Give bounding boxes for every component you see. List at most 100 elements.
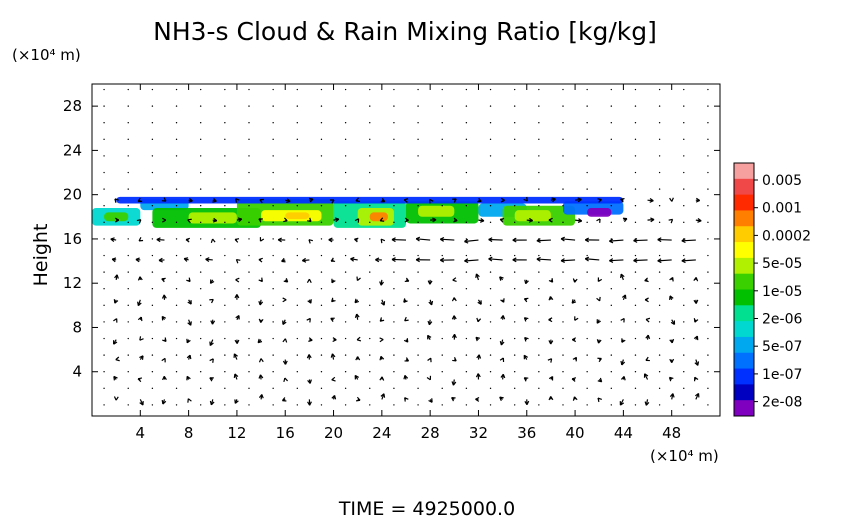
wind-arrowhead [427,280,433,285]
wind-arrowhead [234,339,240,344]
wind-arrowhead [584,237,590,243]
wind-arrowhead [644,401,650,406]
grid-dot [538,254,540,257]
wind-arrowhead [571,337,577,343]
wind-arrow [561,259,576,262]
grid-dot [513,205,516,207]
grid-dot [151,321,154,323]
grid-dot [344,271,347,273]
grid-dot [344,138,347,141]
grid-dot [344,404,347,406]
grid-dot [586,304,588,307]
grid-dot [296,304,299,307]
colorbar-swatch [734,384,754,401]
grid-dot [658,105,661,107]
wind-arrowhead [523,317,529,322]
wind-arrowhead [331,376,336,382]
grid-dot [369,321,371,323]
wind-arrowhead [548,296,554,301]
wind-arrow [561,238,576,241]
grid-dot [272,271,274,273]
wind-arrowhead [307,217,312,223]
wind-arrowhead [113,396,119,401]
grid-dot [465,122,468,124]
colorbar-label: 2e-08 [762,395,802,411]
wind-arrowhead [329,199,335,204]
grid-dot [683,288,685,290]
grid-dot [248,321,250,323]
grid-dot [683,138,685,141]
wind-arrowhead [281,257,286,263]
grid-dot [175,354,178,356]
grid-dot [369,155,371,157]
wind-arrow [633,239,648,242]
y-tick-label: 20 [63,186,82,204]
wind-arrowhead [162,217,167,223]
wind-arrowhead [548,278,554,283]
wind-arrowhead [403,374,409,380]
grid-dot [320,321,323,323]
grid-dot [175,171,178,174]
grid-dot [175,221,178,224]
grid-dot [127,88,129,91]
wind-arrowhead [308,239,313,244]
grid-dot [103,254,105,257]
grid-dot [151,288,154,290]
grid-dot [683,188,685,190]
wind-arrowhead [548,340,554,345]
grid-dot [634,337,637,340]
grid-dot [393,288,395,290]
wind-arrowhead [500,373,506,379]
grid-dot [199,138,202,141]
grid-dot [707,337,709,340]
wind-arrowhead [161,197,167,202]
wind-arrowhead [597,377,603,383]
grid-dot [272,404,274,406]
grid-dot [417,205,419,207]
grid-dot [296,337,299,340]
x-tick-label: 48 [662,424,681,442]
wind-arrowhead [258,318,264,323]
wind-arrow [464,259,479,262]
grid-dot [344,171,347,174]
grid-dot [489,371,492,373]
grid-dot [320,254,323,257]
grid-dot [224,254,226,257]
grid-dot [417,321,419,323]
wind-arrowhead [596,339,602,344]
grid-dot [393,205,395,207]
grid-dot [707,105,709,107]
grid-dot [369,288,371,290]
wind-arrowhead [523,377,529,382]
wind-arrowhead [354,298,360,304]
grid-dot [513,371,516,373]
grid-dot [707,238,709,240]
wind-arrowhead [158,257,163,263]
grid-dot [465,404,468,406]
grid-dot [586,221,588,224]
x-tick-label: 12 [227,424,246,442]
grid-dot [175,304,178,307]
grid-dot [441,404,443,406]
grid-dot [199,205,202,207]
wind-arrowhead [523,297,529,303]
grid-dot [175,337,178,340]
cloud-patch [188,212,237,224]
grid-dot [344,337,347,340]
grid-dot [683,387,685,390]
colorbar-swatch [734,163,754,180]
y-tick-label: 12 [63,274,82,292]
grid-dot [634,105,637,107]
grid-dot [417,337,419,340]
wind-arrowhead [258,300,264,306]
grid-dot [369,221,371,224]
wind-arrowhead [551,197,556,203]
wind-arrowhead [477,197,482,203]
grid-dot [634,321,637,323]
wind-arrowhead [620,197,625,203]
grid-dot [369,254,371,257]
grid-dot [103,271,105,273]
grid-dot [369,105,371,107]
grid-dot [634,205,637,207]
grid-dot [417,155,419,157]
